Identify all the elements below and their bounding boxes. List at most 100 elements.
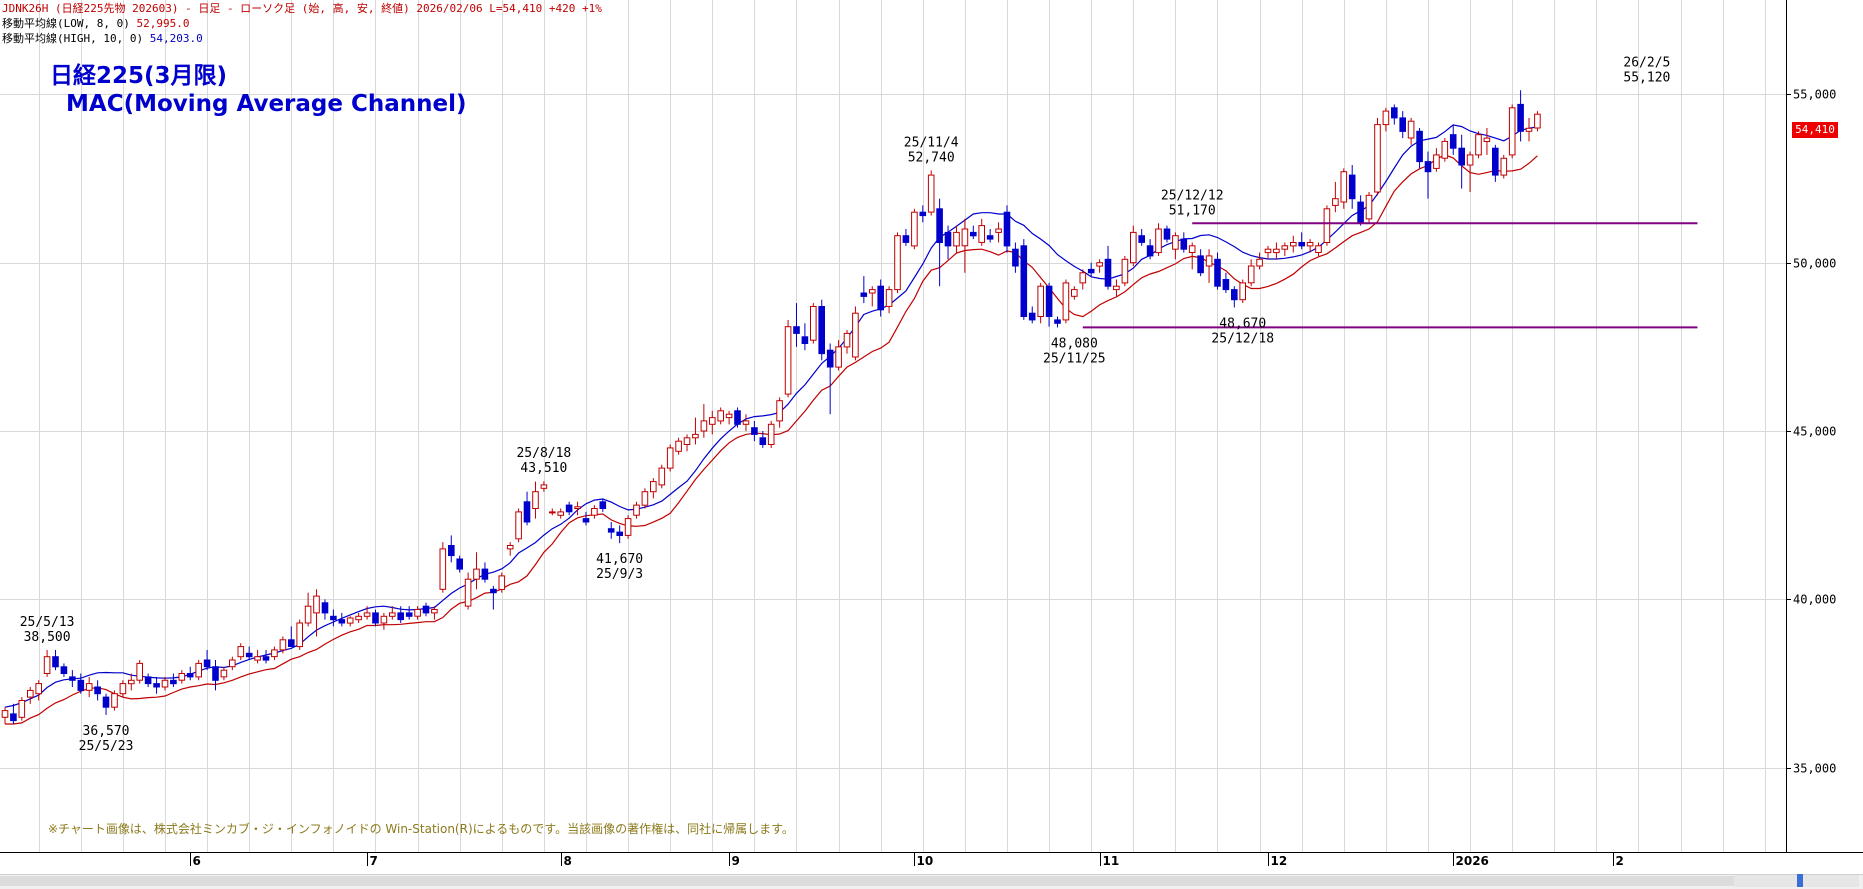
candle-body-up (692, 433, 699, 439)
candle-body-down (936, 208, 943, 244)
candle-body-down (877, 285, 885, 311)
candle-body-down (10, 713, 17, 722)
candle-body-up (389, 612, 396, 617)
candle-body-down (405, 612, 413, 617)
candle-body-up (675, 440, 682, 452)
candle-body-down (1449, 134, 1457, 149)
candle-body-up (549, 511, 556, 514)
candle-body-up (557, 511, 565, 516)
candle-body-down (69, 676, 76, 681)
candle-body-up (591, 508, 598, 516)
candle-body-up (195, 662, 202, 678)
x-month-label: 11 (1103, 854, 1120, 868)
candle-body-up (784, 326, 792, 395)
candle-body-down (1146, 245, 1154, 257)
candle-body-up (431, 609, 438, 614)
candle-body-down (793, 326, 800, 334)
zoom-slider-knob[interactable] (1797, 874, 1803, 887)
candle-body-up (18, 700, 26, 718)
candle-body-down (102, 696, 110, 708)
symbol-info: JDNK26H (日経225先物 202603) - 日足 - ローソク足 (始… (2, 2, 602, 15)
candle-body-up (1113, 285, 1120, 291)
candle-body-down (1391, 107, 1398, 119)
zoom-slider[interactable] (1734, 875, 1859, 887)
y-tick-label: 35,000 (1793, 762, 1836, 776)
candle-body-down (60, 666, 68, 674)
candle-body-up (742, 420, 750, 425)
candle-body-up (1534, 113, 1541, 129)
candle-body-down (1028, 312, 1036, 321)
candle-body-up (27, 689, 34, 698)
candle-body-down (1003, 211, 1011, 247)
x-month-label: 9 (732, 854, 740, 868)
x-month-label: 12 (1271, 854, 1288, 868)
candle-body-up (540, 484, 548, 489)
x-month-label: 6 (193, 854, 201, 868)
candle-body-down (582, 518, 590, 523)
candle-body-up (304, 605, 312, 624)
candle-body-down (986, 235, 994, 240)
candle-body-up (1121, 258, 1129, 284)
candle-body-up (532, 491, 539, 510)
candle-body-up (111, 693, 118, 708)
candle-body-up (1525, 127, 1533, 132)
candle-body-up (776, 400, 783, 422)
candle-body-down (1416, 130, 1423, 163)
annotation-price: 55,120 (1623, 70, 1670, 85)
candle-body-down (1138, 235, 1146, 243)
chart-subtitle: MAC(Moving Average Channel) (66, 91, 467, 117)
candle-body-up (1483, 137, 1491, 143)
ma-low-legend: 移動平均線(LOW, 8, 0) 52,995.0 (2, 17, 189, 31)
candle-body-up (1500, 157, 1508, 176)
candle-body-up (641, 491, 649, 506)
candle-body-down (1180, 238, 1188, 250)
annotation-date: 25/12/12 (1161, 188, 1224, 203)
candle-body-down (1424, 161, 1432, 173)
candle-body-up (178, 673, 186, 681)
candle-body-down (919, 211, 927, 217)
candle-body-up (464, 578, 472, 607)
annotation-date: 25/5/23 (79, 739, 134, 754)
candle-body-up (1290, 242, 1297, 247)
x-month-label: 2026 (1456, 854, 1489, 868)
candle-body-up (1188, 245, 1196, 254)
scrollbar-thumb[interactable] (0, 876, 1734, 886)
y-tick-label: 45,000 (1793, 425, 1836, 439)
candle-body-up (725, 413, 733, 419)
candle-body-up (1247, 265, 1255, 284)
candle-body-up (1079, 272, 1087, 284)
candle-body-down (456, 558, 463, 570)
candle-body-up (1332, 198, 1339, 206)
candle-body-down (523, 501, 531, 523)
candle-body-up (683, 437, 691, 445)
candle-body-up (709, 417, 716, 425)
candle-body-up (978, 225, 986, 243)
chart-title: 日経225(3月限) (50, 63, 228, 89)
candle-body-up (296, 622, 303, 648)
candle-body-up (911, 211, 918, 247)
candle-body-down (1298, 242, 1306, 247)
candle-body-up (927, 174, 935, 213)
candle-body-up (506, 545, 514, 550)
candle-body-up (1155, 228, 1162, 254)
candle-body-down (970, 231, 977, 237)
candle-body-down (288, 639, 295, 647)
candle-body-up (363, 612, 371, 617)
candle-body-up (128, 679, 135, 685)
x-month-label: 7 (370, 854, 378, 868)
candle-body-up (1037, 285, 1045, 318)
candle-body-down (607, 528, 615, 533)
annotation-price: 51,170 (1169, 203, 1216, 218)
candle-body-up (953, 231, 960, 247)
annotation-date: 25/11/4 (904, 135, 959, 150)
candle-body-up (220, 669, 228, 678)
ma-high-line (4, 124, 1538, 708)
candle-body-up (852, 312, 859, 358)
candle-body-up (869, 289, 876, 294)
annotation-date: 25/8/18 (516, 446, 571, 461)
ma-high-label: 移動平均線(HIGH, 10, 0) (2, 32, 144, 45)
candle-body-up (473, 568, 480, 580)
candle-body-down (599, 501, 607, 509)
candle-body-down (1020, 245, 1028, 317)
candle-body-up (1256, 258, 1263, 267)
